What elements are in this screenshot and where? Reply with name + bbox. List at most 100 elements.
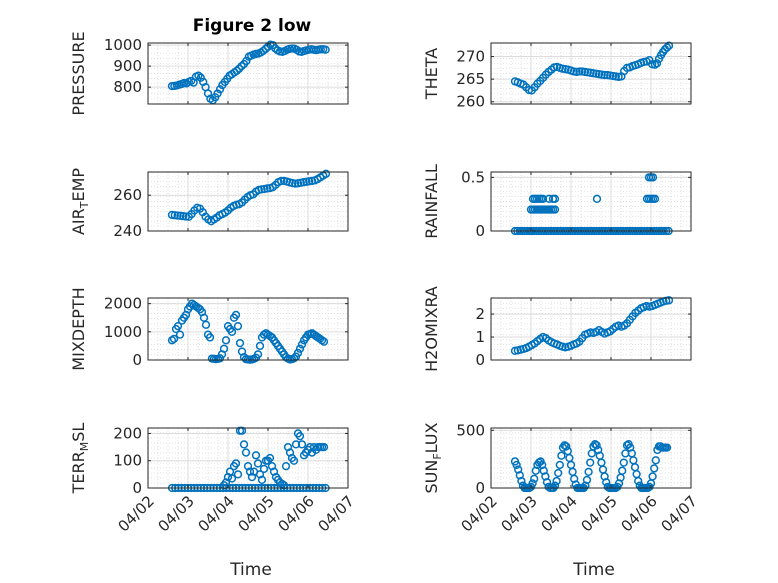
panel-7-data-point <box>259 464 269 474</box>
panel-8-y-axis-label: SUNFLUX <box>422 422 444 493</box>
panel-5-data-point <box>295 344 305 353</box>
panel-4-data-point <box>648 173 658 182</box>
panel-1-data-point <box>235 64 244 73</box>
panel-3-y-tick-label: 260 <box>113 186 142 204</box>
panel-8-data-point <box>557 451 566 460</box>
panel-1-data-point <box>242 56 251 66</box>
panel-8-data-point <box>554 468 563 478</box>
panel-7-data-point <box>237 426 247 435</box>
panel-1-y-axis-label: PRESSURE <box>69 31 88 115</box>
panel-2-data-point <box>652 59 662 68</box>
panel-4-axes-box <box>490 171 692 232</box>
panel-2-y-axis-label: THETA <box>422 48 441 100</box>
figure-title: Figure 2 low <box>193 16 312 36</box>
panel-8-data-point <box>562 442 571 451</box>
panel-8-x-tick-label: 04/02 <box>458 492 501 535</box>
panel-8-data-point <box>584 467 593 476</box>
panel-1-data-point <box>321 45 330 54</box>
panel-5-data-point <box>215 354 225 363</box>
panel-8-x-tick-label: 04/07 <box>658 492 701 535</box>
panel-8-data-point <box>552 476 561 486</box>
panel-7-data-point <box>227 474 237 483</box>
panel-5-data-point <box>293 348 303 358</box>
panel-5-y-tick-label: 2000 <box>104 295 142 313</box>
panel-8-data-point <box>651 456 660 465</box>
panel-7-x-tick-label: 04/02 <box>115 492 158 535</box>
panel-5-y-tick-label: 0 <box>132 351 142 369</box>
panel-5-data-point <box>231 310 241 320</box>
panel-1-data-point <box>213 89 222 98</box>
panel-2-data-point <box>664 41 674 50</box>
panel-3-data-point <box>173 211 182 220</box>
panel-7-data-point <box>319 442 329 452</box>
panel-4-data-point <box>592 194 602 203</box>
panel-8-data-point <box>550 481 560 490</box>
panel-1-data-point <box>232 66 241 75</box>
panel-7-y-tick-label: 100 <box>113 452 142 470</box>
panel-6: 0 1 2 H2OMIXRA <box>422 286 692 372</box>
panel-2: 260 265 270 THETA <box>422 41 692 111</box>
panel-7: 0 100 200 TERRMSL 04/0204/0304/0404/0504/060… <box>69 423 358 536</box>
panel-7-axes-box <box>147 427 349 489</box>
panel-7-data-point <box>233 470 243 479</box>
panel-1-axes-box <box>147 42 349 105</box>
panel-3-axes-box <box>147 171 349 232</box>
panel-7-y-axis-label: TERRMSL <box>69 423 91 495</box>
panel-4-data-point <box>550 194 560 203</box>
panel-4-data-point <box>650 194 660 203</box>
panel-8-x-tick-label: 04/03 <box>498 492 541 535</box>
panel-3-y-tick-label: 240 <box>113 222 142 240</box>
panel-5-data-point <box>219 344 229 353</box>
panel-5-data-point <box>173 322 183 331</box>
panel-4: 0 0.5 RAINFALL <box>422 164 692 240</box>
panel-8-data-point <box>592 441 601 450</box>
panel-2-data-point <box>600 70 609 80</box>
panel-5-y-axis-label: MIXDEPTH <box>69 287 88 370</box>
panel-4-y-axis-label: RAINFALL <box>422 164 441 239</box>
panel-8-axes-box <box>490 427 692 489</box>
panel-3-data-point <box>277 176 286 186</box>
panel-7-y-tick-label: 0 <box>132 479 142 497</box>
panel-8-data-point <box>662 443 672 452</box>
panel-4-y-tick-label: 0 <box>475 222 485 240</box>
panel-8-data-point <box>582 475 592 485</box>
panel-1-data-point <box>194 71 203 80</box>
panel-1-y-tick-label: 1000 <box>104 36 142 54</box>
x-axis-label-left: Time <box>229 560 272 580</box>
panel-4-y-tick-label: 0.5 <box>461 168 485 186</box>
panel-1-y-tick-label: 900 <box>113 57 142 75</box>
x-axis-label-right: Time <box>572 560 615 580</box>
panel-5-data-point <box>255 341 265 351</box>
panel-1-data-point <box>215 85 225 94</box>
panel-5-data-point <box>175 330 185 339</box>
panel-4-data-point <box>550 205 560 214</box>
panel-5-data-point <box>297 340 307 349</box>
panel-7-x-tick-label: 04/04 <box>195 492 238 535</box>
panel-5-data-point <box>221 336 231 345</box>
panel-7-x-tick-label: 04/06 <box>275 492 318 535</box>
panel-5: 0 1000 2000 MIXDEPTH <box>69 287 349 371</box>
panel-8-data-point <box>619 458 628 467</box>
panel-5-data-point <box>169 334 179 344</box>
panel-2-axes-box <box>490 42 692 105</box>
panel-7-data-point <box>239 440 249 449</box>
panel-7-data-point <box>289 456 299 465</box>
panel-8-data-point <box>634 476 643 486</box>
panel-6-axes-box <box>490 297 692 361</box>
panel-6-data-point <box>664 296 674 305</box>
panel-8-x-tick-label: 04/06 <box>618 492 661 535</box>
panel-1-data-point <box>196 73 205 82</box>
panel-8-data-point <box>512 460 521 470</box>
panel-7-data-point <box>291 440 301 449</box>
panel-7-data-point <box>241 448 251 457</box>
panel-8-data-point <box>530 474 539 483</box>
panel-8-data-point <box>618 466 627 475</box>
panel-1-y-tick-label: 800 <box>113 78 142 96</box>
panel-8-x-tick-label: 04/05 <box>578 492 621 535</box>
panel-8-data-point <box>555 460 564 470</box>
panel-8: 0 500 SUNFLUX 04/0204/0304/0404/0504/0604/0… <box>422 421 701 535</box>
panel-5-data-point <box>289 354 299 363</box>
panel-7-data-point <box>265 453 275 463</box>
